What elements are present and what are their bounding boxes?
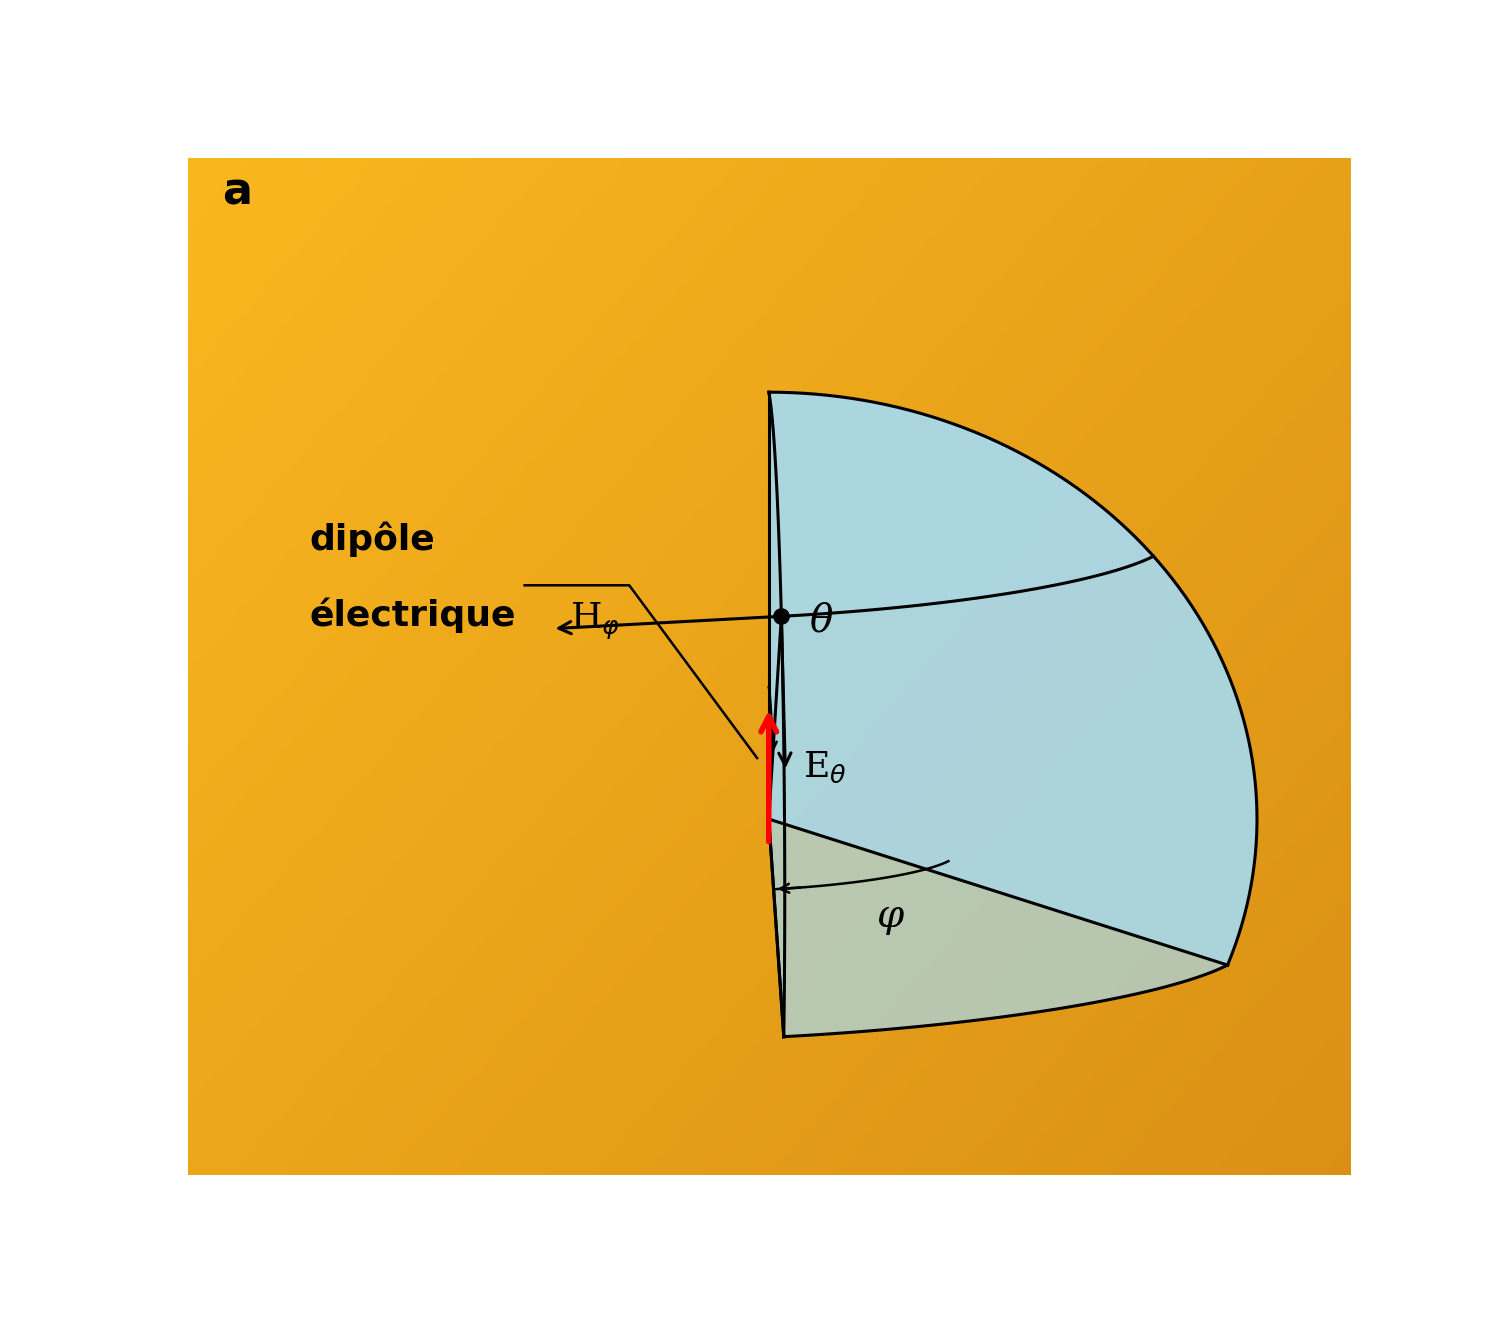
Text: électrique: électrique: [309, 598, 516, 634]
Polygon shape: [782, 556, 1257, 1036]
Polygon shape: [768, 392, 784, 1036]
Text: E$_\theta$: E$_\theta$: [802, 750, 846, 784]
Polygon shape: [768, 392, 1257, 965]
Text: H$_\varphi$: H$_\varphi$: [570, 601, 621, 642]
Text: φ: φ: [876, 898, 903, 935]
Polygon shape: [768, 392, 1154, 616]
Text: dipôle: dipôle: [309, 521, 435, 557]
Text: θ: θ: [810, 602, 832, 639]
Text: a: a: [222, 170, 252, 213]
